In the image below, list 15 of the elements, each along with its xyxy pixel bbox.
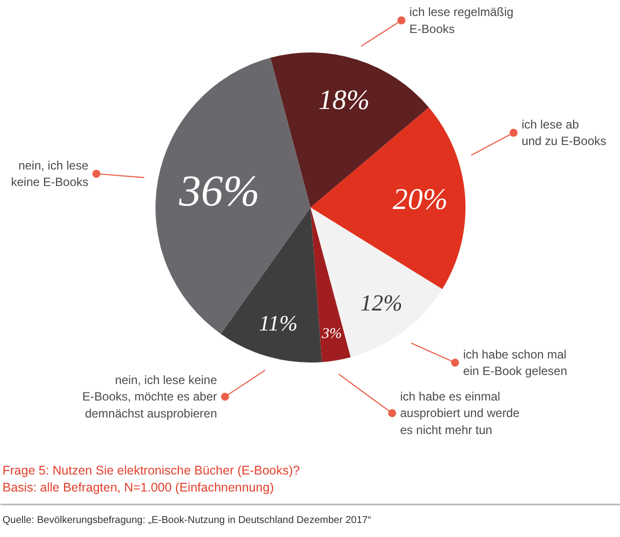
data-label: 20%: [392, 182, 448, 216]
data-label: 11%: [258, 310, 298, 336]
text: Frage 5: Nutzen Sie elektronische Bücher (E-Books)?: [2, 464, 300, 478]
source-note: Quelle: Bevölkerungsbefragung: „E-Book-Nutzung in Deutschland Dezember 2017“: [2, 515, 372, 526]
slice-label: ich lese regelmäßig E-Books: [409, 4, 514, 36]
data-label: 12%: [360, 290, 402, 316]
slice-label: ich habe schon mal ein E-Book gelesen: [463, 347, 568, 378]
slice-label: ich habe es einmal ausprobiert und werde es nicht mehr tun: [400, 389, 520, 437]
text: Basis: alle Befragten, N=1.000 (Einfachnennung): [2, 480, 274, 494]
data-label: 18%: [318, 84, 370, 116]
slice-label: nein, ich lese keine E-Books, möchte es aber demnächst ausprobieren: [82, 372, 218, 421]
slice-label: nein, ich lese keine E-Books: [11, 158, 89, 190]
data-label: 3%: [320, 326, 342, 342]
data-label: 36%: [178, 166, 260, 216]
slice-label: ich lese ab und zu E-Books: [522, 117, 606, 148]
